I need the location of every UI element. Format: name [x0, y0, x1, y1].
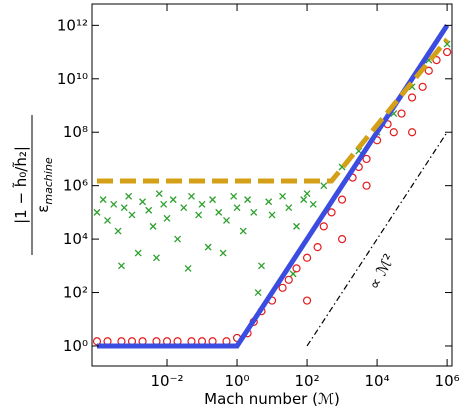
- point: [254, 289, 262, 296]
- point: [407, 93, 417, 102]
- point: [110, 200, 118, 208]
- point: [128, 211, 136, 219]
- x-tick-label: 10⁰: [224, 372, 249, 390]
- x-tick-label: 10⁴: [365, 372, 390, 390]
- point: [223, 216, 230, 224]
- y-tick-label: 10⁴: [63, 230, 88, 248]
- point: [303, 190, 311, 198]
- y-tick-label: 10⁰: [63, 337, 88, 355]
- point: [219, 249, 227, 257]
- point: [188, 192, 195, 200]
- point: [279, 192, 287, 200]
- point: [153, 254, 160, 262]
- point: [160, 200, 168, 208]
- point: [139, 198, 147, 206]
- line: [96, 23, 450, 349]
- point: [278, 283, 287, 292]
- point: [239, 227, 247, 235]
- point: [195, 211, 203, 219]
- point: [300, 196, 308, 204]
- y-axis-label: |1 − h̃₀/h̃₂| εmachine: [11, 115, 55, 255]
- point: [319, 222, 328, 231]
- annotation: ∝ ℳ²: [365, 251, 399, 293]
- y-tick-label: 10¹⁰: [57, 70, 88, 88]
- line: [306, 131, 448, 347]
- point: [443, 47, 452, 57]
- x-axis-label: Mach number (ℳ): [204, 390, 340, 408]
- point: [250, 208, 258, 216]
- point: [327, 208, 336, 217]
- point: [292, 264, 301, 273]
- point: [215, 208, 223, 216]
- point: [407, 128, 417, 137]
- point: [149, 222, 157, 230]
- x-tick-label: 10⁻²: [151, 372, 184, 390]
- point: [313, 243, 322, 252]
- point: [443, 40, 451, 48]
- x-tick-label: 10²: [295, 372, 320, 390]
- y-label-numerator: |1 − h̃₀/h̃₂|: [11, 146, 30, 224]
- point: [145, 206, 153, 214]
- point: [337, 195, 347, 204]
- point: [174, 235, 182, 243]
- point: [320, 182, 328, 190]
- point: [293, 222, 300, 230]
- point: [362, 181, 371, 190]
- point: [104, 216, 111, 224]
- point: [204, 243, 212, 251]
- point: [155, 190, 163, 198]
- point: [424, 66, 433, 75]
- x-tick-label: 10⁶: [435, 372, 460, 390]
- point: [302, 296, 312, 305]
- point: [230, 192, 238, 200]
- point: [362, 154, 371, 164]
- point: [309, 200, 317, 208]
- y-tick-label: 10¹²: [57, 16, 88, 34]
- point: [134, 249, 142, 257]
- y-tick-label: 10²: [63, 284, 88, 302]
- point: [258, 262, 265, 270]
- point: [284, 275, 293, 284]
- point: [244, 196, 252, 204]
- point: [285, 204, 293, 212]
- point: [198, 200, 206, 208]
- point: [302, 253, 312, 262]
- point: [180, 204, 188, 212]
- point: [99, 196, 107, 204]
- line: [96, 37, 450, 184]
- point: [163, 214, 171, 222]
- y-label-denominator: εmachine: [34, 157, 55, 213]
- point: [120, 204, 128, 212]
- point: [209, 196, 217, 204]
- point: [93, 208, 101, 216]
- y-tick-label: 10⁸: [63, 123, 88, 141]
- plot-frame: [91, 3, 453, 367]
- point: [337, 235, 347, 244]
- plot-area: [92, 23, 452, 349]
- point: [233, 204, 241, 212]
- y-tick-label: 10⁶: [63, 177, 88, 195]
- point: [268, 211, 276, 219]
- point: [389, 128, 398, 137]
- point: [265, 198, 273, 206]
- point: [184, 264, 192, 272]
- point: [397, 109, 406, 118]
- point: [118, 262, 125, 270]
- point: [418, 82, 427, 91]
- point: [169, 196, 177, 204]
- point: [114, 227, 122, 235]
- point: [125, 192, 133, 200]
